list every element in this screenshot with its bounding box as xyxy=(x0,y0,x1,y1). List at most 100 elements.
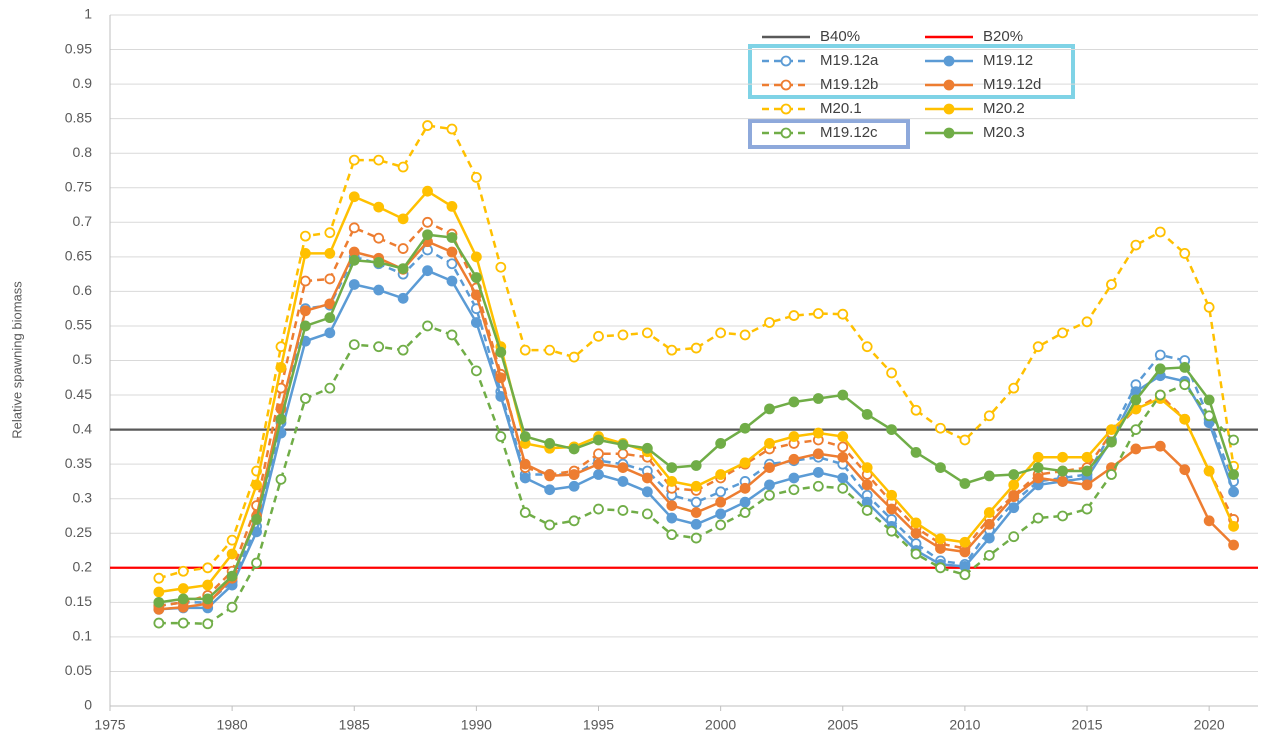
data-point xyxy=(1032,341,1044,353)
data-point xyxy=(1179,464,1191,476)
data-point xyxy=(251,514,262,525)
y-tick-label: 0.2 xyxy=(73,559,93,575)
data-point xyxy=(1106,436,1117,448)
data-point xyxy=(470,317,482,328)
data-point xyxy=(935,462,946,474)
data-point xyxy=(690,460,702,471)
legend-label: M19.12 xyxy=(983,52,1033,69)
y-tick-label: 0.65 xyxy=(65,248,92,264)
legend-label: M20.3 xyxy=(983,124,1025,141)
data-point xyxy=(1081,451,1093,463)
data-point xyxy=(422,229,433,241)
data-point xyxy=(935,533,946,545)
data-point xyxy=(251,557,262,569)
data-point xyxy=(348,191,360,203)
data-point xyxy=(983,532,995,544)
data-point xyxy=(593,503,604,515)
data-point xyxy=(1008,531,1020,543)
data-point xyxy=(1081,465,1093,477)
data-point xyxy=(1179,413,1191,425)
data-point xyxy=(495,261,507,273)
data-point xyxy=(324,327,336,339)
data-point xyxy=(593,448,604,460)
data-point xyxy=(593,469,604,480)
data-point xyxy=(397,263,409,274)
data-point xyxy=(153,596,165,608)
data-point xyxy=(690,507,702,518)
data-point xyxy=(935,422,946,434)
data-point xyxy=(886,489,898,501)
legend-marker xyxy=(943,103,955,115)
data-point xyxy=(495,346,507,358)
data-point xyxy=(983,470,995,482)
data-point xyxy=(935,543,946,554)
data-point xyxy=(495,372,507,384)
data-point xyxy=(422,185,433,197)
data-point xyxy=(348,254,360,266)
data-point xyxy=(446,232,458,243)
data-point xyxy=(886,503,898,515)
series xyxy=(153,229,1239,608)
series xyxy=(153,216,1239,612)
data-point xyxy=(1228,469,1239,480)
y-tick-label: 0.55 xyxy=(65,317,92,333)
data-point xyxy=(715,438,727,449)
data-point xyxy=(837,389,849,401)
data-point xyxy=(788,484,800,496)
data-point xyxy=(983,518,995,530)
data-point xyxy=(764,403,775,415)
data-point xyxy=(666,462,678,474)
legend-label: B20% xyxy=(983,28,1023,45)
data-point xyxy=(812,467,824,478)
y-tick-label: 0.05 xyxy=(65,662,92,678)
data-point xyxy=(519,431,531,442)
data-point xyxy=(935,562,946,574)
data-point xyxy=(1154,440,1166,452)
data-point xyxy=(837,441,849,453)
data-point xyxy=(886,525,898,537)
data-point xyxy=(544,470,556,482)
x-tick-label: 2005 xyxy=(827,717,858,733)
data-point xyxy=(373,232,385,244)
data-point xyxy=(348,222,360,234)
data-point xyxy=(202,618,214,630)
data-point xyxy=(690,532,702,544)
data-point xyxy=(886,367,898,379)
data-point xyxy=(226,601,238,613)
series-line xyxy=(158,240,1235,611)
legend: B40% B20% M19.12a M19.12 M19.12b M19.12d M20.1… xyxy=(762,28,1041,141)
data-point xyxy=(837,472,849,484)
y-tick-label: 0.35 xyxy=(65,455,92,471)
data-point xyxy=(666,344,678,356)
data-point xyxy=(422,120,433,131)
data-point xyxy=(373,256,385,268)
data-point xyxy=(348,339,360,351)
data-point xyxy=(1057,465,1068,477)
data-point xyxy=(1154,363,1166,375)
data-point xyxy=(617,439,629,451)
data-point xyxy=(544,344,556,356)
data-point xyxy=(1081,316,1093,328)
series xyxy=(153,244,1239,612)
data-point xyxy=(373,284,385,296)
data-point xyxy=(1106,424,1117,436)
data-point xyxy=(690,342,702,354)
data-point xyxy=(983,410,995,422)
data-point xyxy=(202,562,214,574)
y-tick-label: 0.9 xyxy=(73,75,93,91)
data-point xyxy=(1057,510,1068,522)
data-point xyxy=(348,279,360,290)
data-point xyxy=(959,478,971,489)
data-point xyxy=(275,413,287,425)
data-point xyxy=(861,408,873,420)
data-point xyxy=(153,572,165,584)
data-point xyxy=(1008,469,1020,480)
data-point xyxy=(715,327,727,339)
data-point xyxy=(300,247,311,259)
data-point xyxy=(690,518,702,530)
data-point xyxy=(837,308,849,320)
data-point xyxy=(1179,379,1191,391)
data-point xyxy=(617,505,629,516)
data-point xyxy=(715,496,727,508)
data-point xyxy=(690,480,702,492)
